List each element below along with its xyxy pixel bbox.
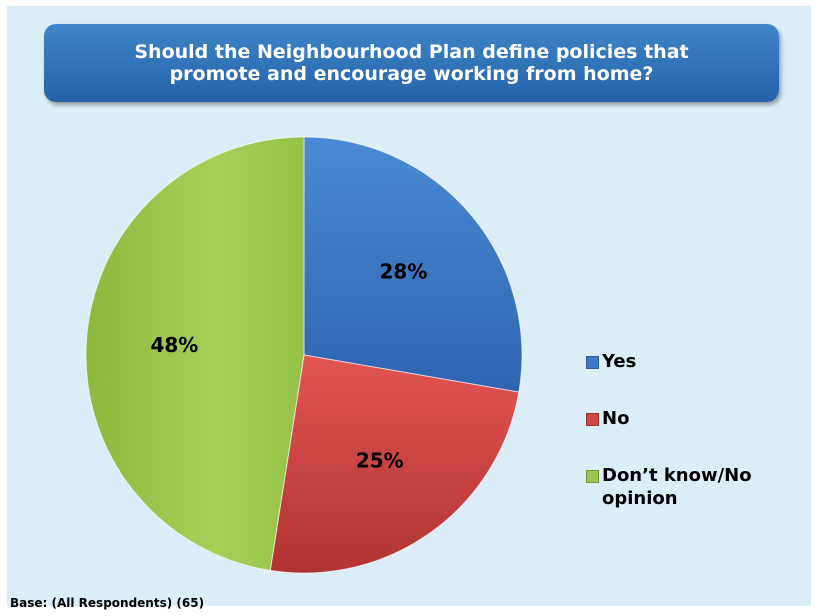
legend-label: No — [602, 408, 630, 429]
legend-label: Don’t know/No opinion — [602, 465, 752, 509]
pie-slice-yes — [303, 136, 523, 393]
pie-slice-no — [269, 354, 520, 574]
chart-title-box: Should the Neighbourhood Plan define pol… — [44, 24, 779, 102]
pie-slice-dont-know — [85, 136, 305, 571]
slice-label-no: 25% — [356, 449, 404, 473]
legend-swatch — [586, 470, 599, 483]
legend-item-no: No — [586, 407, 802, 430]
legend-swatch — [586, 356, 599, 369]
legend-swatch — [586, 413, 599, 426]
slice-label-dont-know: 48% — [150, 333, 198, 357]
base-note: Base: (All Respondents) (65) — [10, 596, 205, 610]
slice-label-yes: 28% — [380, 259, 428, 283]
chart-title: Should the Neighbourhood Plan define pol… — [134, 41, 689, 85]
legend-item-yes: Yes — [586, 350, 802, 373]
legend-item-dont-know: Don’t know/No opinion — [586, 464, 802, 510]
legend-label: Yes — [602, 351, 637, 372]
